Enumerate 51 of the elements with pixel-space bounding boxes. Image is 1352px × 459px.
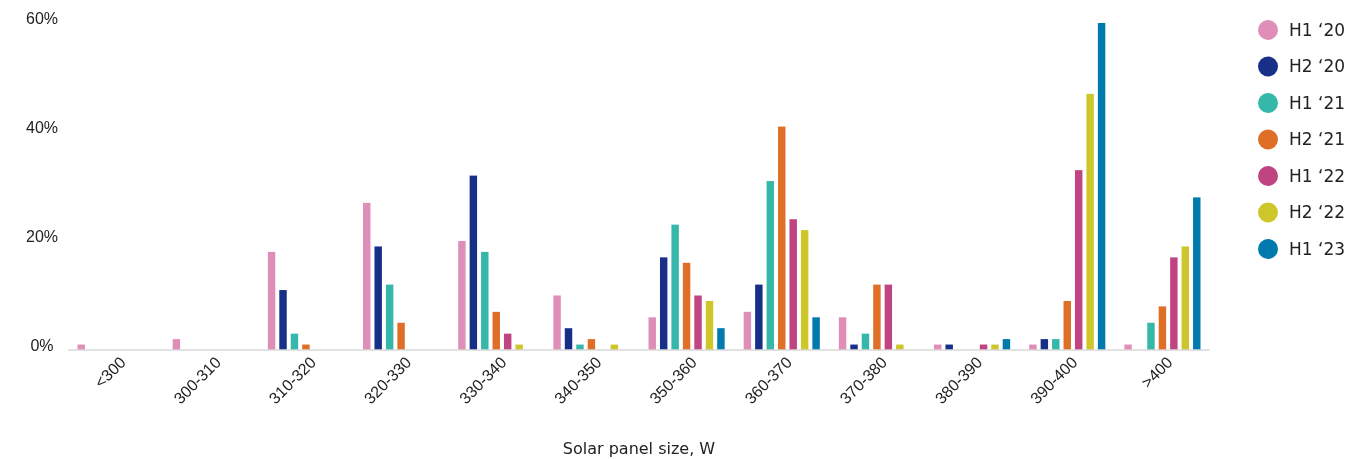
bar	[1158, 306, 1167, 350]
bar	[743, 311, 752, 350]
legend-label: H2 ‘22	[1289, 202, 1346, 223]
bar	[374, 246, 382, 350]
bar	[469, 175, 478, 350]
bar	[1170, 257, 1178, 350]
bar	[659, 257, 668, 350]
bar	[1052, 339, 1060, 350]
y-tick-label: 60%	[25, 10, 59, 28]
bar	[717, 328, 725, 350]
bar	[1074, 170, 1083, 350]
bar	[267, 251, 276, 350]
bar	[564, 328, 573, 350]
bar	[873, 284, 881, 350]
bar	[1097, 23, 1106, 350]
bar	[671, 224, 679, 350]
bar	[1147, 322, 1155, 350]
legend-label: H1 ‘23	[1289, 238, 1346, 259]
bar	[1063, 300, 1071, 350]
bar	[481, 251, 489, 350]
bar	[648, 317, 656, 350]
bar	[458, 241, 466, 350]
bar	[766, 181, 775, 350]
bar	[397, 322, 405, 350]
bar	[800, 230, 809, 350]
bar	[1193, 197, 1201, 350]
bar	[492, 311, 500, 350]
legend-label: H1 ‘22	[1289, 165, 1346, 186]
bar	[778, 126, 786, 350]
y-tick-label: 0%	[30, 337, 54, 355]
bar	[363, 202, 371, 350]
bar	[694, 295, 702, 350]
bar	[755, 284, 763, 350]
legend-label: H2 ‘20	[1289, 56, 1346, 77]
y-tick-label: 20%	[25, 228, 59, 246]
bar	[1181, 246, 1190, 350]
legend-label: H2 ‘21	[1289, 129, 1346, 150]
bar	[553, 295, 561, 350]
bar	[789, 219, 797, 350]
legend-label: H1 ‘20	[1289, 19, 1346, 40]
bar	[838, 317, 847, 350]
bar	[884, 284, 893, 350]
bar	[705, 300, 714, 350]
bar	[279, 290, 287, 350]
y-tick-label: 40%	[25, 119, 59, 137]
x-axis-title: Solar panel size, W	[562, 439, 716, 458]
bar	[682, 262, 691, 350]
bar	[1086, 93, 1094, 350]
bar	[385, 284, 394, 350]
legend-label: H1 ‘21	[1289, 92, 1346, 113]
bar	[812, 317, 820, 350]
